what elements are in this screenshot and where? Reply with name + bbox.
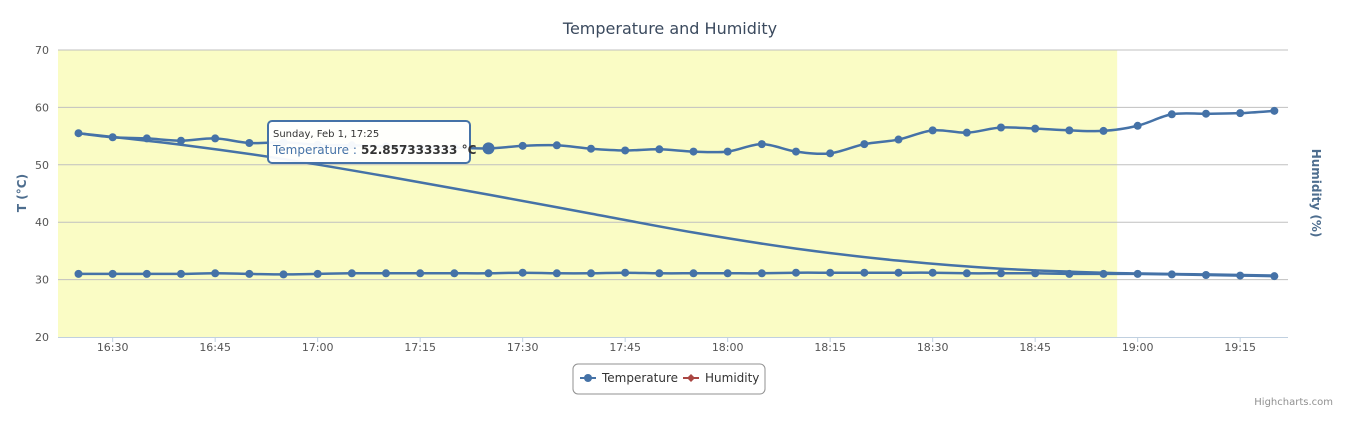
plot-band [58, 50, 1118, 337]
data-point [74, 269, 83, 278]
tooltip-value: 52.857333333 °C [361, 143, 477, 157]
x-tick-label: 17:45 [609, 341, 641, 354]
y-tick-label: 20 [35, 331, 49, 344]
x-tick-label: 18:00 [712, 341, 744, 354]
y-tick-label: 40 [35, 216, 49, 229]
data-point [587, 144, 595, 153]
data-point [1065, 126, 1074, 135]
legend-label-temperature: Temperature [601, 371, 678, 385]
data-point [518, 141, 527, 150]
legend-box [572, 363, 766, 395]
x-tick-label: 17:15 [404, 341, 436, 354]
series-1 [74, 268, 1279, 281]
data-point [757, 269, 766, 278]
x-tick-label: 16:30 [97, 341, 129, 354]
x-tick-label: 18:45 [1019, 341, 1051, 354]
data-point [621, 268, 630, 277]
tooltip-box [267, 120, 471, 164]
data-point [928, 268, 937, 277]
data-point [655, 145, 664, 154]
data-point [347, 269, 356, 278]
data-point [792, 147, 800, 156]
data-point [177, 269, 185, 278]
legend-item-temperature[interactable]: Temperature [580, 371, 678, 385]
tooltip-header: Sunday, Feb 1, 17:25 [273, 129, 379, 140]
data-point [142, 269, 151, 278]
data-point [1133, 121, 1142, 130]
data-point [894, 135, 903, 144]
data-point [1031, 124, 1040, 133]
data-point [245, 269, 254, 278]
data-point [894, 268, 903, 277]
tooltip-label: Temperature : [272, 143, 357, 157]
data-point [757, 140, 766, 149]
data-point [1270, 272, 1279, 281]
data-point [552, 141, 561, 150]
legend-label-humidity: Humidity [705, 371, 759, 385]
y-tick-label: 30 [35, 274, 49, 287]
y-axis-title-right: Humidity (%) [1309, 149, 1323, 238]
plot-band-layer [58, 50, 1118, 337]
credits-link[interactable]: Highcharts.com [1254, 397, 1333, 408]
data-point [621, 146, 630, 155]
data-point [484, 269, 493, 278]
x-tick-label: 18:30 [917, 341, 949, 354]
legend: Temperature Humidity [572, 363, 766, 395]
data-point [587, 269, 595, 278]
data-point [689, 269, 698, 278]
data-point [552, 269, 561, 278]
data-point [1202, 109, 1210, 118]
data-point [997, 269, 1005, 278]
x-tick-label: 18:15 [814, 341, 846, 354]
data-point [1099, 126, 1108, 135]
data-point [450, 269, 459, 278]
axes-layer: 20 30 40 50 60 70 16:30 16:45 17:00 17:15 17:30 17:… [35, 44, 1288, 354]
data-point [1167, 110, 1176, 119]
data-point [518, 268, 527, 277]
y-tick-label: 50 [35, 159, 49, 172]
data-point [792, 268, 800, 277]
data-point [279, 270, 288, 279]
legend-item-humidity[interactable]: Humidity [683, 371, 759, 385]
data-point [1270, 106, 1279, 115]
grid-layer [58, 49, 1288, 281]
data-point [826, 268, 835, 277]
data-point [723, 147, 732, 156]
x-tick-label: 16:45 [199, 341, 231, 354]
y-tick-label: 60 [35, 101, 49, 114]
x-tick-label: 19:00 [1122, 341, 1154, 354]
data-point [928, 126, 937, 135]
data-point [655, 269, 664, 278]
data-point [313, 269, 322, 278]
data-point [826, 149, 835, 158]
data-point [997, 123, 1005, 132]
data-point [211, 269, 220, 278]
data-point [962, 269, 971, 278]
y-tick-label: 70 [35, 44, 49, 57]
data-point [962, 128, 971, 137]
data-point [1236, 109, 1245, 118]
data-point [723, 269, 732, 278]
chart-title: Temperature and Humidity [562, 19, 777, 38]
data-point [416, 269, 425, 278]
y-axis-title-left: T (°C) [15, 174, 29, 212]
data-point [382, 269, 390, 278]
x-tick-label: 17:30 [507, 341, 539, 354]
x-tick-label: 19:15 [1224, 341, 1256, 354]
data-point [860, 140, 869, 149]
legend-symbol-humidity [687, 374, 695, 382]
data-point [211, 134, 220, 143]
data-point [108, 269, 117, 278]
data-point [860, 268, 869, 277]
x-tick-label: 17:00 [302, 341, 334, 354]
data-point [245, 138, 254, 147]
legend-symbol-temperature [584, 374, 592, 382]
data-point [177, 136, 185, 145]
tooltip: Sunday, Feb 1, 17:25 Temperature : 52.85… [267, 120, 477, 164]
data-point [689, 147, 698, 156]
data-point-hovered [482, 142, 495, 155]
